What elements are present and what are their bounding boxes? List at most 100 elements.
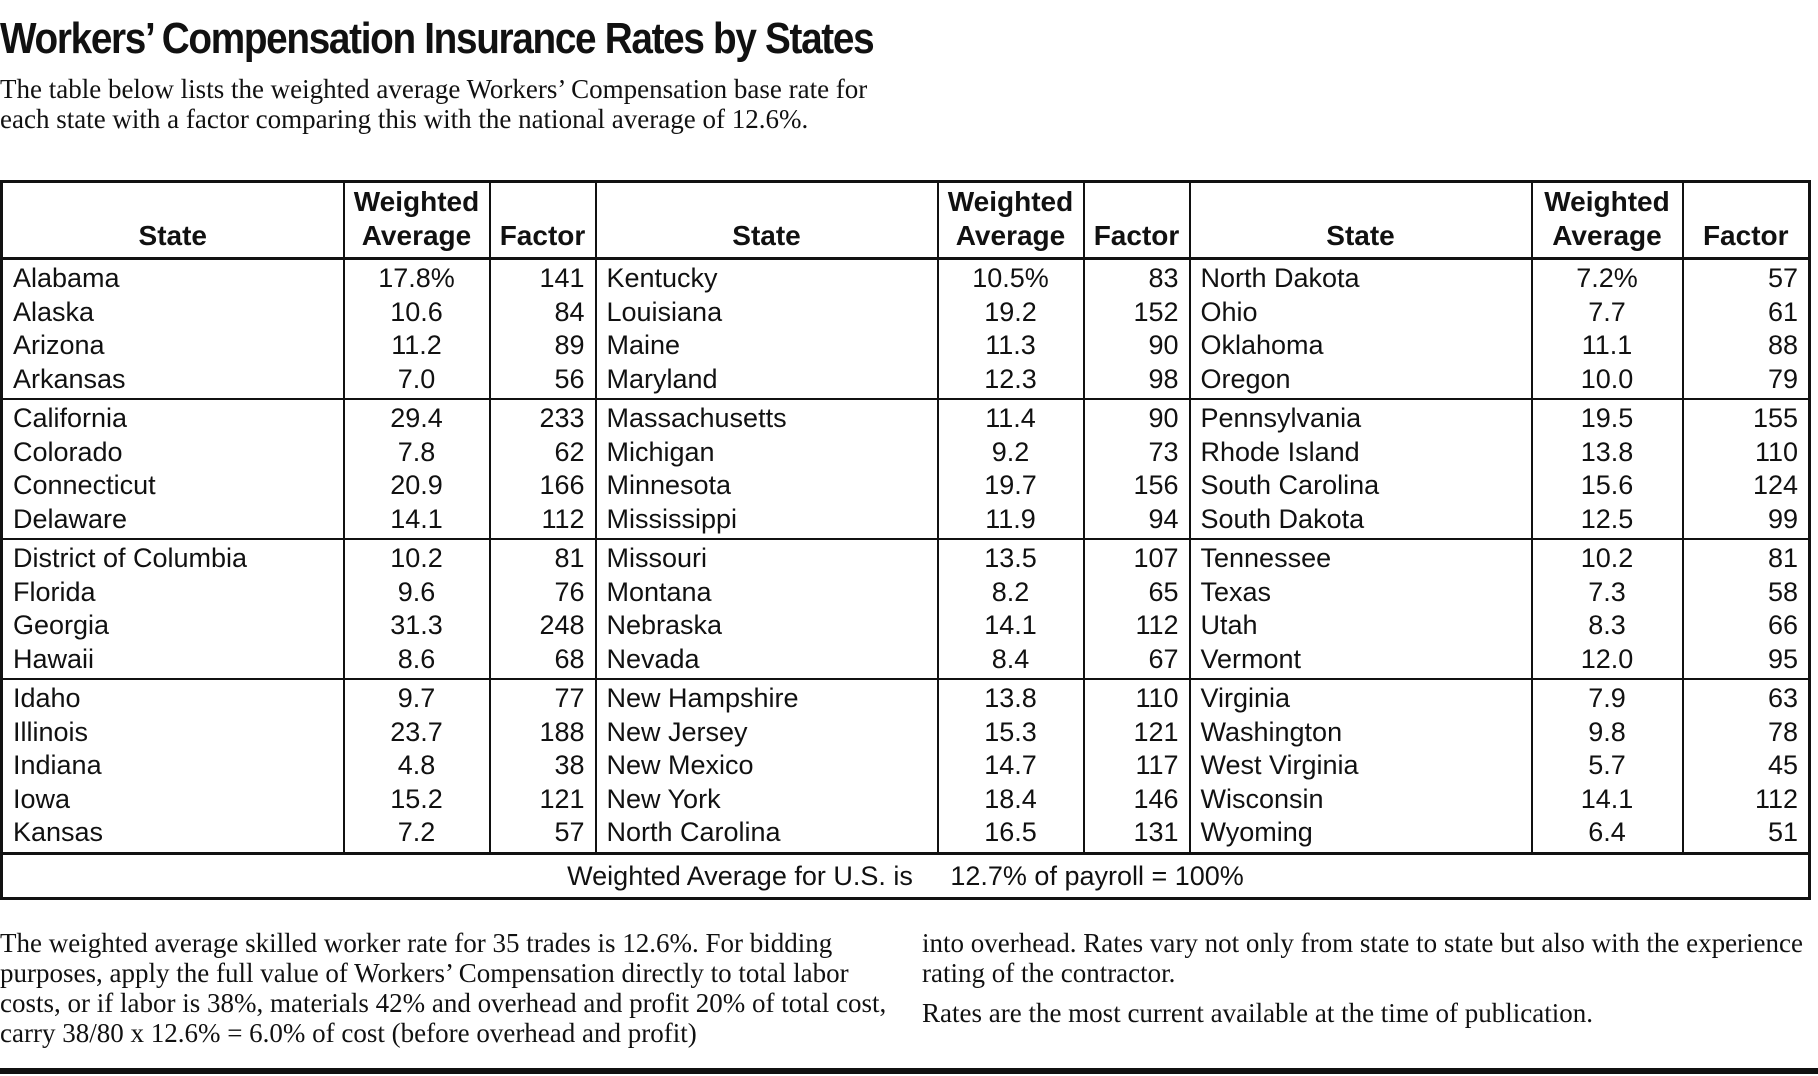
notes-publication-note: Rates are the most current available at …: [922, 998, 1594, 1028]
factor-value: 88: [1767, 330, 1798, 360]
weighted-average-value: 5.7: [1588, 750, 1626, 780]
factor-value: 131: [1133, 817, 1179, 847]
state-name-value: Vermont: [1200, 643, 1302, 674]
factor-value: 152: [1133, 296, 1179, 327]
table-row-group: Idaho Illinois Indiana Iowa Kansas 9.7 23.7 4.8…: [2, 679, 1810, 853]
cell-state-name: New Hampshire New Jersey New Mexico New Yor…: [594, 679, 938, 853]
state-name-value: North Dakota: [1200, 263, 1360, 293]
weighted-average-value: 16.5: [984, 817, 1037, 847]
factor-value: 146: [1133, 783, 1179, 814]
state-name-value: Nebraska: [606, 610, 723, 640]
state-name-value: Wisconsin: [1200, 783, 1324, 814]
cell-weighted-average: 13.5 8.2 14.1 8.4: [936, 539, 1084, 680]
factor-value: 45: [1767, 750, 1798, 780]
bottom-rule: [0, 1068, 1818, 1074]
table-footer-row: Weighted Average for U.S. is 12.7% of pa…: [1, 851, 1810, 898]
cell-factor: 81 58 66 95: [1681, 539, 1810, 680]
cell-factor: 155 110 124 99: [1681, 399, 1810, 540]
weighted-average-value: 11.4: [985, 403, 1036, 433]
factor-value: 84: [554, 296, 585, 327]
factor-value: 99: [1767, 503, 1798, 534]
notes-right-paragraph: into overhead. Rates vary not only from …: [922, 928, 1803, 988]
cell-state-name: North Dakota Ohio Oklahoma Oregon: [1188, 258, 1532, 400]
cell-factor: 63 78 45 112 51: [1681, 679, 1810, 853]
factor-value: 62: [554, 436, 585, 467]
factor-value: 155: [1752, 403, 1798, 433]
factor-value: 56: [554, 363, 585, 394]
weighted-average-value: 10.2: [390, 543, 443, 573]
state-name-value: California: [13, 403, 128, 433]
state-name-value: Nevada: [606, 643, 700, 674]
cell-factor: 110 121 117 146 131: [1082, 679, 1190, 853]
weighted-average-value: 10.2: [1580, 543, 1634, 573]
state-name-value: Michigan: [606, 436, 715, 467]
weighted-average-value: 11.2: [391, 330, 442, 360]
factor-value: 112: [1135, 610, 1179, 640]
factor-value: 233: [539, 403, 585, 433]
state-name-value: Wyoming: [1200, 817, 1313, 847]
factor-value: 112: [1754, 783, 1798, 814]
state-name-value: Florida: [13, 576, 96, 607]
state-name-value: Minnesota: [606, 470, 732, 500]
us-average-value: 12.7% of payroll = 100%: [950, 860, 1244, 891]
us-average-note: Weighted Average for U.S. is 12.7% of pa…: [1, 851, 1810, 898]
table-row-group: District of Columbia Florida Georgia Hawaii…: [1, 539, 1810, 680]
weighted-average-value: 7.9: [1588, 683, 1626, 713]
state-name-value: Massachusetts: [606, 403, 787, 433]
cell-weighted-average: 10.5% 19.2 11.3 12.3: [936, 258, 1084, 400]
state-name-value: Indiana: [13, 750, 102, 780]
state-name-value: South Dakota: [1200, 503, 1365, 534]
weighted-average-value: 8.3: [1588, 610, 1626, 640]
weighted-average-value: 10.6: [390, 296, 443, 327]
state-name-value: Louisiana: [606, 296, 723, 327]
cell-state-name: District of Columbia Florida Georgia Hawaii: [1, 539, 344, 680]
rates-table: State Weighted Average Factor State Weigh…: [0, 180, 1811, 900]
weighted-average-value: 23.7: [390, 716, 443, 747]
weighted-average-value: 9.7: [397, 683, 436, 713]
weighted-average-value: 19.2: [984, 296, 1037, 327]
cell-state-name: Idaho Illinois Indiana Iowa Kansas: [2, 679, 344, 853]
factor-value: 107: [1133, 543, 1179, 573]
state-name-value: New Jersey: [606, 716, 748, 747]
factor-value: 110: [1754, 436, 1798, 467]
factor-value: 124: [1752, 470, 1798, 500]
intro-text: The table below lists the weighted avera…: [0, 74, 868, 134]
weighted-average-value: 12.5: [1580, 503, 1634, 534]
state-name-value: West Virginia: [1200, 750, 1359, 780]
state-name-value: Maine: [606, 330, 681, 360]
factor-value: 57: [1767, 263, 1798, 293]
factor-value: 90: [1148, 403, 1179, 433]
weighted-average-value: 14.1: [984, 610, 1037, 640]
state-name-value: North Carolina: [606, 817, 781, 847]
state-name-value: New York: [606, 783, 721, 814]
factor-value: 112: [541, 503, 585, 534]
state-name-value: Missouri: [606, 543, 708, 573]
cell-factor: 83 152 90 98: [1082, 258, 1190, 400]
us-average-label: Weighted Average for U.S. is: [567, 860, 913, 891]
cell-state-name: California Colorado Connecticut Delaware: [1, 399, 344, 540]
state-name-value: New Hampshire: [606, 683, 799, 713]
state-name-value: Kentucky: [606, 263, 718, 293]
header-factor: Factor: [1681, 181, 1810, 260]
state-name-value: Illinois: [13, 716, 89, 747]
weighted-average-value: 10.0: [1580, 363, 1634, 394]
weighted-average-value: 7.8: [397, 436, 436, 467]
factor-value: 58: [1767, 576, 1798, 607]
header-state: State: [1188, 181, 1532, 260]
factor-value: 79: [1767, 363, 1798, 394]
cell-state-name: Massachusetts Michigan Minnesota Mississipp…: [594, 399, 938, 540]
cell-factor: 233 62 166 112: [488, 399, 596, 540]
state-name-value: Alabama: [13, 263, 120, 293]
weighted-average-value: 10.5%: [972, 263, 1049, 293]
state-name-value: Arizona: [13, 330, 105, 360]
factor-value: 248: [539, 610, 585, 640]
factor-value: 156: [1133, 470, 1179, 500]
factor-value: 67: [1148, 643, 1179, 674]
factor-value: 66: [1767, 610, 1798, 640]
weighted-average-value: 7.3: [1588, 576, 1626, 607]
state-name-value: South Carolina: [1200, 470, 1380, 500]
state-name-value: New Mexico: [606, 750, 754, 780]
factor-value: 63: [1767, 683, 1798, 713]
cell-factor: 90 73 156 94: [1082, 399, 1190, 540]
weighted-average-value: 9.6: [397, 576, 436, 607]
